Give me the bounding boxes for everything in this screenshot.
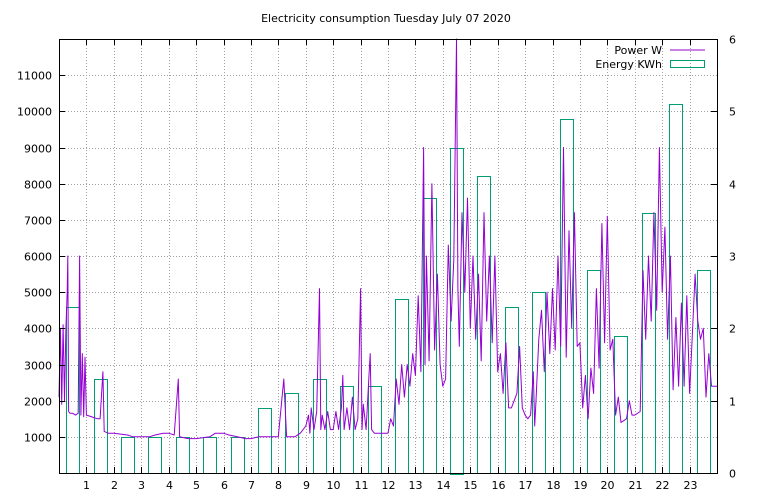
x-tick-label: 13 — [409, 479, 423, 492]
x-tick-label: 12 — [382, 479, 396, 492]
legend: Power W Energy KWh — [595, 44, 705, 71]
energy-bar — [614, 336, 628, 474]
y-left-tick-label: 4000 — [24, 323, 52, 336]
y-left-tick-label: 3000 — [24, 360, 52, 373]
y-right-tick-label: 4 — [729, 179, 736, 192]
x-tick-label: 9 — [303, 479, 310, 492]
x-tick-label: 6 — [221, 479, 228, 492]
y-left-tick-label: 5000 — [24, 287, 52, 300]
chart-title: Electricity consumption Tuesday July 07 … — [261, 12, 511, 25]
tick-labels: 1 2 3 4 5 6 7 8 9 10 11 12 13 14 15 16 17 18 19 20 21 22 23100… — [17, 34, 736, 493]
x-tick-label: 18 — [547, 479, 561, 492]
energy-bar — [368, 386, 382, 474]
energy-bar — [176, 437, 190, 474]
y-right-tick-label: 5 — [729, 106, 736, 119]
legend-swatch-energy — [670, 60, 705, 68]
x-tick-label: 4 — [166, 479, 173, 492]
x-tick-label: 20 — [601, 479, 615, 492]
axes-frame — [59, 39, 718, 474]
y-left-tick-label: 7000 — [24, 215, 52, 228]
y-right-tick-label: 6 — [729, 34, 736, 47]
y-left-tick-label: 1000 — [24, 432, 52, 445]
energy-bar — [340, 386, 354, 474]
plot-frame — [59, 39, 718, 474]
y-left-tick-label: 11000 — [17, 70, 52, 83]
energy-bar — [148, 437, 162, 474]
y-right-tick-label: 0 — [729, 468, 736, 481]
x-tick-label: 22 — [656, 479, 670, 492]
y-left-tick-label: 9000 — [24, 143, 52, 156]
x-tick-label: 19 — [574, 479, 588, 492]
energy-bar — [258, 408, 272, 474]
y-left-tick-label: 2000 — [24, 396, 52, 409]
power-line-layer — [58, 38, 717, 440]
energy-bar — [121, 437, 135, 474]
energy-bar — [560, 119, 574, 474]
energy-bar — [285, 393, 299, 474]
energy-bar — [532, 292, 546, 474]
x-tick-label: 10 — [327, 479, 341, 492]
y-right-tick-label: 3 — [729, 251, 736, 264]
energy-bar — [231, 437, 245, 474]
x-tick-label: 14 — [437, 479, 451, 492]
x-tick-label: 5 — [193, 479, 200, 492]
x-tick-label: 16 — [492, 479, 506, 492]
y-left-tick-label: 8000 — [24, 179, 52, 192]
energy-bar — [203, 437, 217, 474]
x-tick-label: 11 — [355, 479, 369, 492]
x-tick-label: 1 — [83, 479, 90, 492]
energy-bar — [642, 213, 656, 474]
x-tick-label: 15 — [464, 479, 478, 492]
x-tick-label: 7 — [248, 479, 255, 492]
x-tick-label: 21 — [629, 479, 643, 492]
x-tick-label: 2 — [111, 479, 118, 492]
y-left-tick-label: 6000 — [24, 251, 52, 264]
legend-label-power: Power W — [614, 44, 662, 57]
legend-label-energy: Energy KWh — [595, 58, 662, 71]
power-line — [58, 38, 717, 440]
y-left-tick-label: 10000 — [17, 106, 52, 119]
x-tick-label: 3 — [138, 479, 145, 492]
y-right-tick-label: 1 — [729, 396, 736, 409]
x-tick-label: 17 — [519, 479, 533, 492]
energy-bar — [94, 379, 108, 474]
x-tick-label: 8 — [275, 479, 282, 492]
y-right-tick-label: 2 — [729, 323, 736, 336]
grid-layer — [59, 39, 717, 473]
energy-bar — [697, 270, 711, 474]
x-tick-label: 23 — [684, 479, 698, 492]
